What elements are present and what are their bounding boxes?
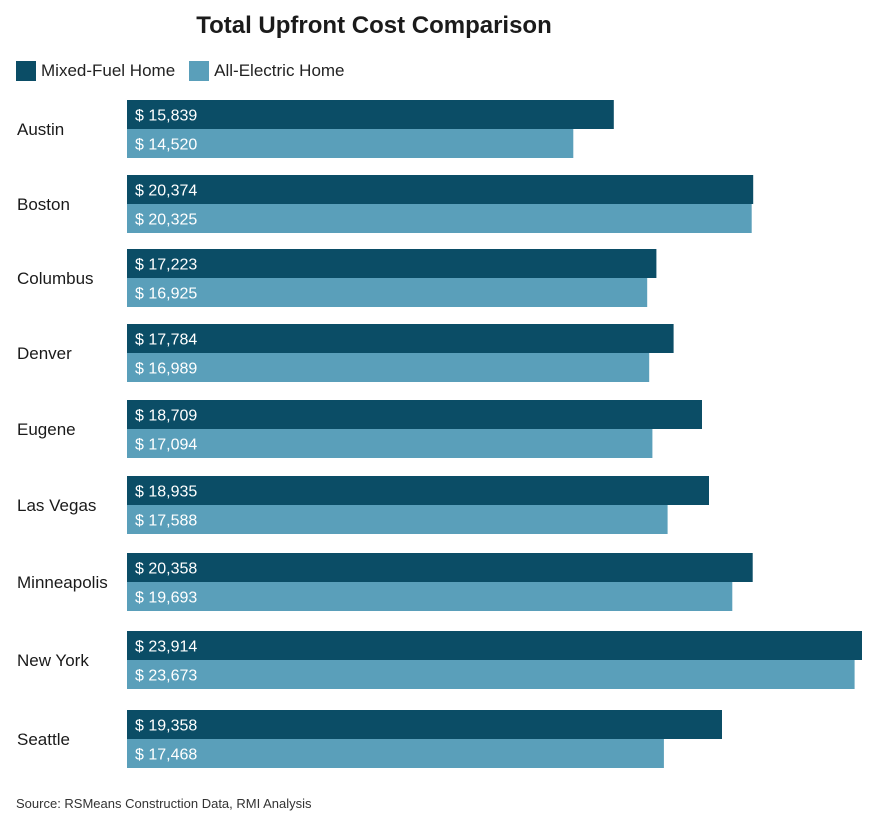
category-label-new-york: New York — [17, 651, 89, 670]
bar-all-electric-home-minneapolis — [127, 582, 733, 611]
bar-all-electric-home-denver — [127, 353, 650, 382]
legend-item-mixed-fuel: Mixed-Fuel Home — [16, 61, 175, 81]
category-label-denver: Denver — [17, 344, 72, 363]
bar-mixed-fuel-home-denver — [127, 324, 674, 353]
value-label-all-electric-home-austin: $ 14,520 — [135, 137, 197, 154]
value-label-mixed-fuel-home-eugene: $ 18,709 — [135, 408, 197, 425]
category-label-las-vegas: Las Vegas — [17, 496, 96, 515]
value-label-all-electric-home-minneapolis: $ 19,693 — [135, 590, 197, 607]
bar-all-electric-home-las-vegas — [127, 505, 668, 534]
value-label-mixed-fuel-home-denver: $ 17,784 — [135, 332, 197, 349]
bar-mixed-fuel-home-seattle — [127, 710, 722, 739]
category-label-columbus: Columbus — [17, 269, 94, 288]
value-label-mixed-fuel-home-austin: $ 15,839 — [135, 108, 197, 125]
bar-mixed-fuel-home-boston — [127, 175, 754, 204]
bar-all-electric-home-seattle — [127, 739, 664, 768]
bar-all-electric-home-columbus — [127, 278, 648, 307]
value-label-mixed-fuel-home-new-york: $ 23,914 — [135, 639, 197, 656]
category-label-boston: Boston — [17, 195, 70, 214]
bar-all-electric-home-austin — [127, 129, 574, 158]
value-label-mixed-fuel-home-minneapolis: $ 20,358 — [135, 561, 197, 578]
bar-mixed-fuel-home-eugene — [127, 400, 702, 429]
value-label-all-electric-home-seattle: $ 17,468 — [135, 747, 197, 764]
legend-swatch-all-electric — [189, 61, 210, 81]
legend-item-all-electric: All-Electric Home — [189, 61, 345, 81]
value-label-all-electric-home-denver: $ 16,989 — [135, 361, 197, 378]
bar-all-electric-home-new-york — [127, 660, 855, 689]
value-label-all-electric-home-columbus: $ 16,925 — [135, 286, 197, 303]
value-label-all-electric-home-new-york: $ 23,673 — [135, 668, 197, 685]
value-label-mixed-fuel-home-boston: $ 20,374 — [135, 183, 197, 200]
value-label-all-electric-home-eugene: $ 17,094 — [135, 437, 197, 454]
bar-mixed-fuel-home-new-york — [127, 631, 862, 660]
legend-label-all-electric: All-Electric Home — [214, 61, 345, 80]
category-label-minneapolis: Minneapolis — [17, 573, 108, 592]
bar-mixed-fuel-home-las-vegas — [127, 476, 709, 505]
value-label-all-electric-home-las-vegas: $ 17,588 — [135, 513, 197, 530]
category-label-austin: Austin — [17, 120, 64, 139]
value-label-mixed-fuel-home-columbus: $ 17,223 — [135, 257, 197, 274]
bar-all-electric-home-boston — [127, 204, 752, 233]
legend-label-mixed-fuel: Mixed-Fuel Home — [41, 61, 176, 80]
legend: Mixed-Fuel Home All-Electric Home — [16, 61, 345, 81]
category-label-eugene: Eugene — [17, 420, 76, 439]
bar-mixed-fuel-home-austin — [127, 100, 614, 129]
legend-swatch-mixed-fuel — [16, 61, 36, 81]
source-note: Source: RSMeans Construction Data, RMI A… — [16, 796, 312, 811]
bar-mixed-fuel-home-minneapolis — [127, 553, 753, 582]
value-label-all-electric-home-boston: $ 20,325 — [135, 212, 197, 229]
value-label-mixed-fuel-home-seattle: $ 19,358 — [135, 718, 197, 735]
value-label-mixed-fuel-home-las-vegas: $ 18,935 — [135, 484, 197, 501]
category-label-seattle: Seattle — [17, 730, 70, 749]
bar-all-electric-home-eugene — [127, 429, 653, 458]
bar-mixed-fuel-home-columbus — [127, 249, 657, 278]
chart-title: Total Upfront Cost Comparison — [196, 12, 552, 39]
